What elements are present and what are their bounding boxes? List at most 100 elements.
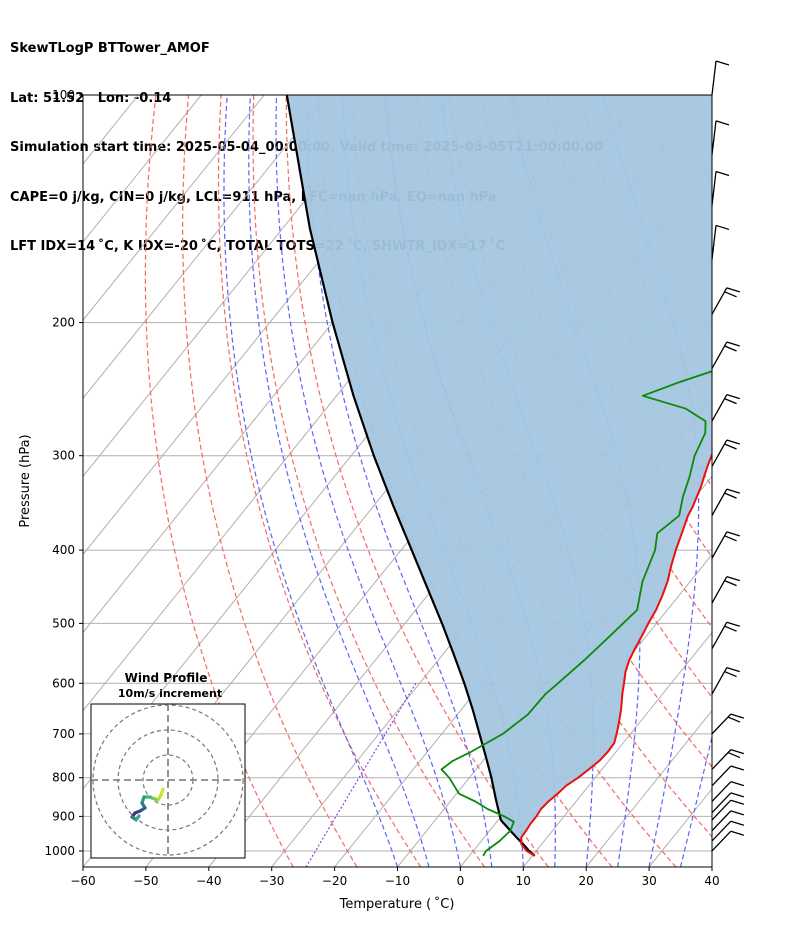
parcel-line xyxy=(285,95,536,857)
barb-staff xyxy=(711,341,728,369)
barb-staff xyxy=(711,713,732,735)
moist-adiabat xyxy=(306,95,493,867)
barb-flag xyxy=(726,287,740,293)
location-line: Lat: 51.52 Lon: -0.14 xyxy=(10,90,172,106)
barb-staff xyxy=(711,792,732,814)
barb-staff xyxy=(711,667,728,695)
barb-staff xyxy=(711,171,717,206)
barb-staff xyxy=(711,820,732,842)
barb-flag xyxy=(724,580,737,587)
dry-adiabat xyxy=(742,95,794,867)
x-tick-label: −40 xyxy=(196,874,221,888)
barb-flag xyxy=(726,341,740,347)
barb-staff xyxy=(711,60,717,96)
wind-barb xyxy=(711,341,740,369)
dry-adiabat xyxy=(709,95,712,103)
wind-barb xyxy=(711,170,730,206)
x-tick-label: 10 xyxy=(516,874,531,888)
barb-staff xyxy=(711,749,732,770)
barb-staff xyxy=(711,287,728,315)
barb-flag xyxy=(715,170,730,177)
barb-staff xyxy=(711,765,732,787)
barb-staff xyxy=(711,830,732,852)
barb-flag xyxy=(730,748,745,755)
isotherm-line xyxy=(83,95,328,399)
isotherm-line xyxy=(0,95,75,867)
dry-adiabat xyxy=(775,95,794,867)
wind-barb xyxy=(711,439,740,467)
wind-barbs xyxy=(711,60,745,852)
x-tick-label: −50 xyxy=(133,874,158,888)
x-tick-label: 30 xyxy=(641,874,656,888)
moist-adiabat xyxy=(275,95,461,867)
wind-barb xyxy=(711,713,745,735)
barb-flag xyxy=(730,713,745,719)
wind-barb xyxy=(711,287,740,315)
wind-barb xyxy=(711,810,745,832)
dry-adiabat xyxy=(181,95,358,867)
dry-adiabat xyxy=(217,95,422,867)
wind-barb xyxy=(711,765,745,787)
barb-flag xyxy=(730,830,745,836)
isotherm-line xyxy=(711,866,712,867)
chart-title: SkewTLogP BTTower_AMOF xyxy=(10,41,210,56)
moist-adiabat xyxy=(248,95,430,867)
isotherm-line xyxy=(83,95,265,321)
hodograph-subtitle: 10m/s increment xyxy=(118,687,222,700)
cape-cin-area xyxy=(286,95,712,856)
y-tick-label: 700 xyxy=(52,727,75,741)
barb-flag xyxy=(724,398,737,405)
hodograph-trace xyxy=(134,814,141,822)
wind-barb xyxy=(711,394,740,422)
barb-staff xyxy=(711,621,728,649)
barb-staff xyxy=(711,799,732,821)
wind-barb xyxy=(711,120,730,155)
wind-barb xyxy=(711,666,740,695)
barb-flag xyxy=(726,439,740,445)
dry-adiabat xyxy=(252,95,485,867)
dewpoint-line xyxy=(440,370,712,857)
x-tick-label: −20 xyxy=(322,874,347,888)
barb-flag xyxy=(724,535,737,542)
wind-barb xyxy=(711,781,745,802)
y-tick-label: 900 xyxy=(52,809,75,823)
wind-barb xyxy=(711,830,745,852)
moist-adiabat xyxy=(711,864,712,867)
isotherm-line xyxy=(522,631,712,867)
wind-barb xyxy=(711,820,745,842)
barb-flag xyxy=(726,666,740,673)
barb-flag xyxy=(724,291,737,298)
moist-adiabat xyxy=(223,95,399,867)
barb-staff xyxy=(711,810,732,832)
temperature-line xyxy=(520,452,712,857)
wind-barb xyxy=(711,224,730,260)
y-tick-label: 500 xyxy=(52,616,75,630)
barb-staff xyxy=(711,225,717,260)
barb-flag xyxy=(726,488,740,494)
barb-flag xyxy=(715,224,730,231)
x-tick-label: −30 xyxy=(259,874,284,888)
barb-flag xyxy=(715,120,730,126)
y-axis-label: Pressure (hPa) xyxy=(18,434,33,527)
mixing-ratio-line xyxy=(305,682,417,867)
hodograph-title: Wind Profile xyxy=(125,671,208,685)
barb-flag xyxy=(730,765,745,771)
x-axis-label: Temperature ( ˚C) xyxy=(339,896,455,912)
cape-cin-shading xyxy=(286,95,712,856)
profile-lines xyxy=(285,95,712,857)
x-tick-label: 0 xyxy=(457,874,465,888)
isotherm-line xyxy=(585,709,712,867)
barb-flag xyxy=(715,60,730,66)
wind-barb xyxy=(711,792,745,814)
isotherm-line xyxy=(83,95,391,478)
dry-adiabat xyxy=(144,95,294,867)
wind-barb xyxy=(711,799,745,821)
barb-flag xyxy=(730,792,745,798)
barb-flag xyxy=(730,781,745,787)
wind-barb xyxy=(711,576,740,604)
barb-staff xyxy=(711,439,728,467)
y-tick-label: 200 xyxy=(52,316,75,330)
barb-flag xyxy=(730,799,745,805)
y-tick-label: 600 xyxy=(52,676,75,690)
